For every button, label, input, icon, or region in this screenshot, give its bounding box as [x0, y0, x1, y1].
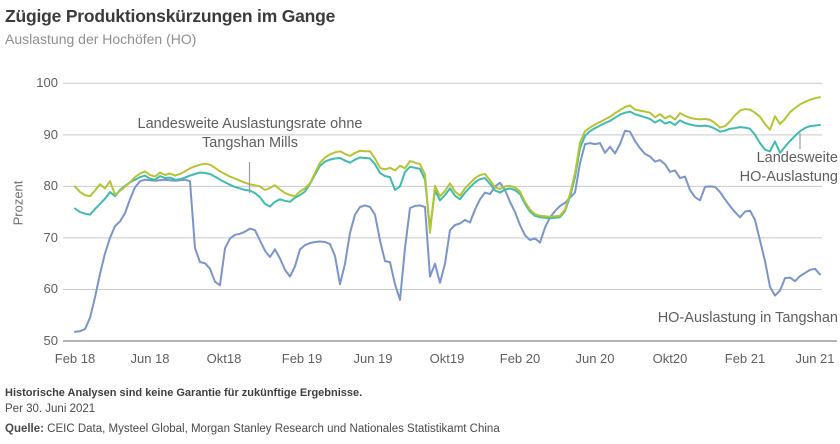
series-line-tangshan — [74, 129, 821, 333]
chart-title: Zügige Produktionskürzungen im Gange — [5, 6, 336, 26]
y-tick-label: 100 — [36, 75, 58, 91]
y-tick-label: 90 — [43, 126, 58, 142]
x-tick-label: Feb 18 — [54, 351, 96, 366]
as-of-date: Per 30. Juni 2021 — [5, 403, 96, 415]
annotation-line: Landesweite — [756, 150, 838, 166]
series-line-landesweit — [74, 110, 821, 230]
x-tick-label: Jun 20 — [575, 351, 615, 366]
y-tick-label: 80 — [43, 178, 58, 194]
annotation-line: HO-Auslastung in Tangshan — [657, 310, 838, 326]
x-tick-label: Feb 20 — [499, 351, 541, 366]
annotation-line: Tangshan Mills — [202, 135, 298, 151]
x-tick-label: Okt20 — [652, 351, 688, 366]
x-tick-label: Feb 19 — [281, 351, 323, 366]
y-tick-label: 70 — [43, 229, 58, 245]
x-tick-label: Jun 18 — [130, 351, 170, 366]
y-tick-label: 60 — [43, 281, 58, 297]
annotation-ho-auslastung-tangshan: HO-Auslastung in Tangshan — [658, 309, 838, 328]
source-label: Quelle: — [5, 423, 44, 435]
x-tick-label: Okt19 — [429, 351, 465, 366]
annotation-line: HO-Auslastung — [739, 169, 838, 185]
disclaimer-text: Historische Analysen sind keine Garantie… — [5, 387, 363, 399]
source-text: CEIC Data, Mysteel Global, Morgan Stanle… — [43, 423, 500, 435]
annotation-ohne-tangshan: Landesweite Auslastungsrate ohne Tangsha… — [120, 115, 380, 153]
x-tick-label: Feb 21 — [724, 351, 766, 366]
series-line-ohne_tangshan — [74, 96, 821, 234]
x-tick-label: Jun 19 — [353, 351, 393, 366]
chart-subtitle: Auslastung der Hochöfen (HO) — [5, 31, 197, 47]
annotation-line: Landesweite Auslastungsrate ohne — [137, 116, 363, 132]
annotation-landesweite-ho-auslastung: Landesweite HO-Auslastung — [740, 149, 838, 187]
x-tick-label: Okt18 — [206, 351, 242, 366]
x-tick-label: Jun 21 — [795, 351, 835, 366]
y-tick-label: 50 — [43, 333, 58, 348]
source-line: Quelle: CEIC Data, Mysteel Global, Morga… — [5, 423, 500, 435]
